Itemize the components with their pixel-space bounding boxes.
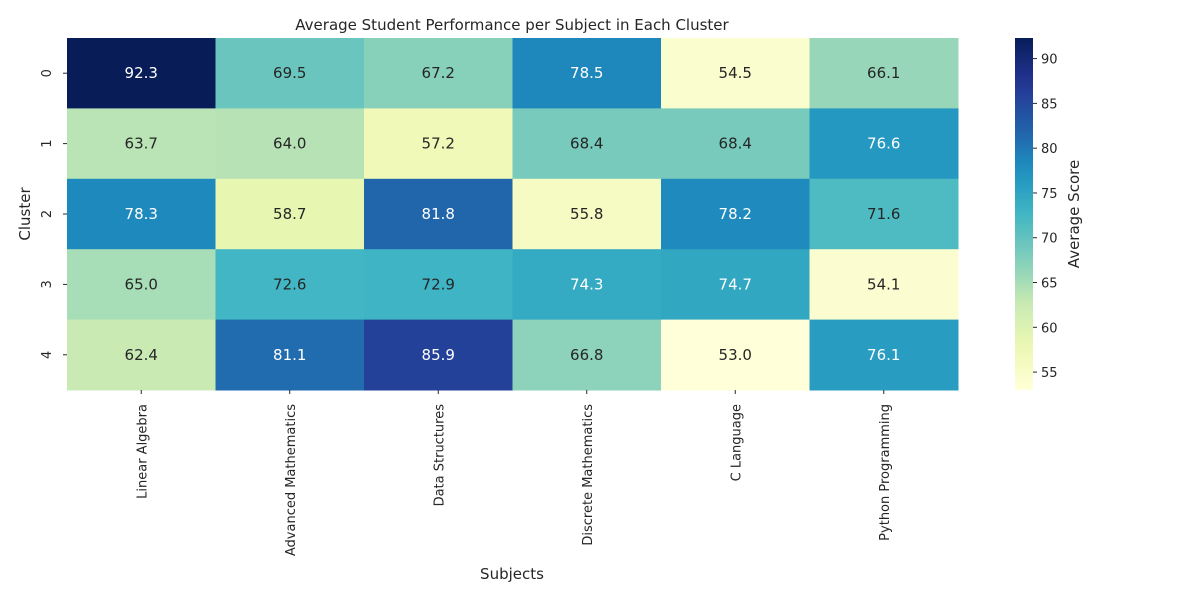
x-tick-label: Data Structures [432, 404, 447, 507]
heatmap-cell [364, 38, 513, 109]
heatmap-cell [809, 319, 959, 391]
cell-value-label: 85.9 [422, 346, 455, 364]
cell-value-label: 72.9 [422, 275, 455, 293]
cell-value-label: 64.0 [273, 135, 306, 153]
heatmap-cell [809, 178, 959, 250]
cell-value-label: 58.7 [273, 205, 306, 223]
heatmap-cell [215, 178, 365, 250]
heatmap-cell [67, 319, 216, 391]
colorbar-tick-label: 85 [1041, 97, 1058, 112]
heatmap-cell [215, 319, 365, 391]
colorbar-tick-label: 60 [1041, 321, 1058, 336]
cell-value-label: 68.4 [570, 135, 603, 153]
y-tick-label: 2 [40, 210, 55, 218]
colorbar-gradient [1015, 38, 1033, 390]
heatmap-cell [364, 178, 513, 250]
y-tick-label: 1 [40, 139, 55, 147]
heatmap-cell [512, 178, 662, 250]
y-tick-label: 3 [40, 280, 55, 288]
x-tick-label: Advanced Mathematics [284, 404, 299, 556]
colorbar-tick-label: 80 [1041, 142, 1058, 157]
cell-value-label: 76.1 [867, 346, 900, 364]
heatmap-cell [512, 38, 662, 109]
heatmap-cell [809, 38, 959, 109]
heatmap-cell [67, 108, 216, 180]
cell-value-label: 55.8 [570, 205, 603, 223]
heatmap-cell [661, 319, 810, 391]
cell-value-label: 54.1 [867, 275, 900, 293]
heatmap-cell [364, 108, 513, 180]
cell-value-label: 67.2 [422, 64, 455, 82]
cell-value-label: 63.7 [125, 135, 158, 153]
heatmap-cells: 92.3 69.5 67.2 78.5 54.5 66.1 63.7 64.0 57.2 68.4… [67, 38, 959, 391]
heatmap-cell [512, 108, 662, 180]
heatmap-cell [661, 38, 810, 109]
cell-value-label: 66.8 [570, 346, 603, 364]
x-tick-label: Python Programming [878, 404, 893, 541]
cell-value-label: 81.1 [273, 346, 306, 364]
cell-value-label: 78.2 [719, 205, 752, 223]
colorbar-ticks: 55 60 65 70 75 80 85 90 [1033, 53, 1058, 381]
heatmap-cell [512, 319, 662, 391]
cell-value-label: 74.7 [719, 275, 752, 293]
colorbar-tick-label: 75 [1041, 187, 1058, 202]
y-tick-labels: 0 1 2 3 4 [40, 69, 67, 359]
y-tick-label: 0 [40, 69, 55, 77]
colorbar-tick-label: 90 [1041, 53, 1058, 68]
heatmap-cell [215, 38, 365, 109]
colorbar-tick-label: 55 [1041, 366, 1058, 381]
x-tick-label: C Language [729, 404, 744, 481]
cell-value-label: 69.5 [273, 64, 306, 82]
colorbar-tick-label: 65 [1041, 277, 1058, 292]
heatmap-cell [661, 178, 810, 250]
colorbar-tick-label: 70 [1041, 232, 1058, 247]
cell-value-label: 62.4 [125, 346, 158, 364]
cell-value-label: 66.1 [867, 64, 900, 82]
y-tick-label: 4 [40, 351, 55, 359]
cell-value-label: 72.6 [273, 275, 306, 293]
cell-value-label: 78.5 [570, 64, 603, 82]
heatmap-cell [512, 249, 662, 321]
x-axis-label: Subjects [480, 565, 544, 583]
cell-value-label: 53.0 [719, 346, 752, 364]
heatmap-cell [661, 249, 810, 321]
cell-value-label: 78.3 [125, 205, 158, 223]
chart-title: Average Student Performance per Subject … [295, 16, 729, 34]
cell-value-label: 68.4 [719, 135, 752, 153]
cell-value-label: 76.6 [867, 135, 900, 153]
heatmap-cell [67, 38, 216, 109]
cell-value-label: 65.0 [125, 275, 158, 293]
heatmap-cell [215, 249, 365, 321]
x-tick-label: Linear Algebra [135, 404, 150, 499]
heatmap-cell [364, 319, 513, 391]
heatmap-cell [809, 249, 959, 321]
x-tick-label: Discrete Mathematics [581, 404, 596, 546]
heatmap-cell [809, 108, 959, 180]
cell-value-label: 57.2 [422, 135, 455, 153]
cell-value-label: 74.3 [570, 275, 603, 293]
cell-value-label: 54.5 [719, 64, 752, 82]
heatmap-cell [67, 249, 216, 321]
cell-value-label: 81.8 [422, 205, 455, 223]
x-tick-labels: Linear Algebra Advanced Mathematics Data S… [135, 390, 893, 556]
colorbar-label: Average Score [1065, 160, 1083, 268]
colorbar: 55 60 65 70 75 80 85 90 Average Score [1015, 38, 1083, 390]
heatmap-cell [67, 178, 216, 250]
heatmap-cell [215, 108, 365, 180]
heatmap-cell [661, 108, 810, 180]
cell-value-label: 71.6 [867, 205, 900, 223]
y-axis-label: Cluster [16, 187, 34, 241]
heatmap-cell [364, 249, 513, 321]
cell-value-label: 92.3 [125, 64, 158, 82]
